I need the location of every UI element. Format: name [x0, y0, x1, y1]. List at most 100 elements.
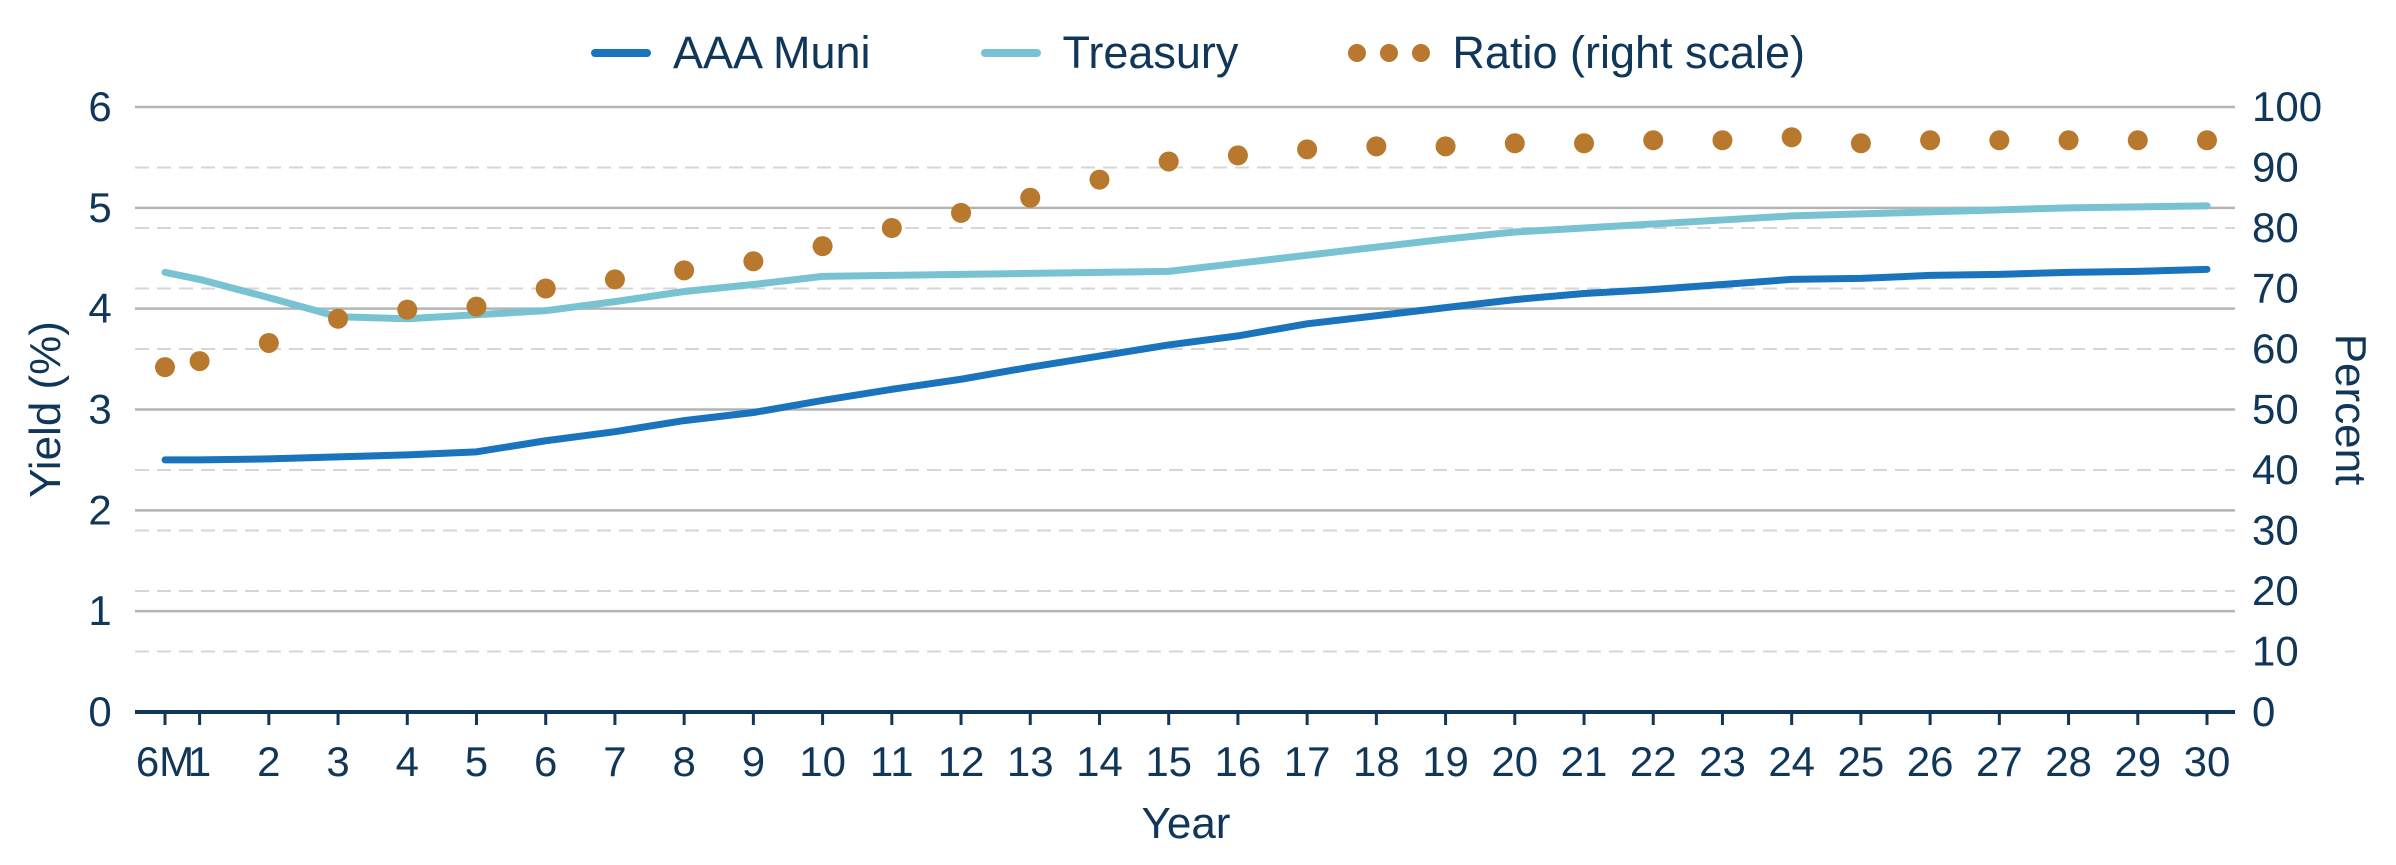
x-tick-label: 21	[1561, 738, 1608, 785]
y-left-tick-label: 1	[88, 587, 111, 634]
legend-swatch-aaa-muni	[590, 49, 651, 57]
x-tick-label: 6	[534, 738, 557, 785]
series-point-ratio-right-scale	[1435, 136, 1456, 157]
x-tick-label: 10	[799, 738, 846, 785]
series-point-ratio-right-scale	[951, 202, 972, 223]
x-tick-label: 15	[1145, 738, 1192, 785]
y-right-tick-label: 40	[2252, 446, 2299, 493]
series-point-ratio-right-scale	[1712, 130, 1733, 151]
x-tick-label: 9	[742, 738, 765, 785]
y-right-tick-label: 20	[2252, 567, 2299, 614]
series-point-ratio-right-scale	[812, 236, 833, 257]
series-point-ratio-right-scale	[604, 269, 625, 290]
series-point-ratio-right-scale	[881, 218, 902, 238]
gridlines	[135, 105, 2235, 653]
legend-item-ratio: Ratio (right scale)	[1348, 27, 1805, 79]
x-tick-label: 5	[465, 738, 488, 785]
series-point-ratio-right-scale	[466, 296, 487, 317]
series-line-aaa-muni	[161, 265, 2211, 464]
series-point-ratio-right-scale	[397, 299, 418, 320]
legend-item-treasury: Treasury	[980, 27, 1239, 79]
y-right-tick-label: 60	[2252, 325, 2299, 372]
series-point-ratio-right-scale	[2197, 130, 2217, 151]
x-tick-label: 2	[257, 738, 280, 785]
x-tick-label: 4	[396, 738, 419, 785]
legend-label-ratio: Ratio (right scale)	[1452, 27, 1806, 78]
series-point-ratio-right-scale	[535, 278, 556, 299]
x-tick-label: 17	[1284, 738, 1331, 785]
y-right-tick-label: 70	[2252, 265, 2299, 312]
series-point-ratio-right-scale	[1158, 151, 1179, 172]
y-right-tick-label: 10	[2252, 628, 2299, 675]
series-point-ratio-right-scale	[1366, 136, 1387, 157]
series-point-ratio-right-scale	[328, 308, 349, 329]
axis-labels: 6M1 2 3 4 5 6 7 8 9 10 11 12 13 14 15 16 17 18 19 20 21 22 23 2…	[21, 83, 2375, 848]
y-right-tick-label: 0	[2252, 688, 2275, 735]
series-point-ratio-right-scale	[2058, 130, 2079, 151]
series-point-ratio-right-scale	[1989, 130, 2010, 151]
series-point-ratio-right-scale	[1020, 187, 1041, 208]
x-tick-label: 11	[870, 738, 914, 785]
axes	[135, 710, 2235, 725]
x-tick-label: 16	[1215, 738, 1262, 785]
x-tick-label: 1	[188, 738, 211, 785]
series-point-ratio-right-scale	[1227, 145, 1248, 166]
x-tick-label: 6M	[136, 738, 194, 785]
series-dots	[155, 127, 2217, 378]
series-point-ratio-right-scale	[2127, 130, 2148, 151]
y-left-axis-title: Yield (%)	[21, 321, 70, 498]
x-tick-label: 14	[1076, 738, 1123, 785]
x-tick-label: 19	[1422, 738, 1469, 785]
y-left-tick-label: 5	[88, 184, 111, 231]
x-tick-label: 18	[1353, 738, 1400, 785]
x-tick-label: 28	[2045, 738, 2092, 785]
series-lines	[161, 202, 2211, 464]
legend-label-treasury: Treasury	[1062, 27, 1239, 78]
series-point-ratio-right-scale	[1920, 130, 1941, 151]
series-point-ratio-right-scale	[743, 251, 764, 272]
series-point-ratio-right-scale	[1643, 130, 1664, 151]
legend: AAA Muni Treasury Ratio (right scale)	[0, 18, 2396, 88]
x-tick-label: 22	[1630, 738, 1677, 785]
y-left-tick-label: 4	[88, 285, 111, 332]
x-tick-label: 29	[2114, 738, 2161, 785]
x-tick-label: 20	[1491, 738, 1538, 785]
x-tick-label: 12	[938, 738, 985, 785]
y-right-tick-label: 100	[2252, 83, 2322, 130]
series-point-ratio-right-scale	[1089, 169, 1110, 190]
y-left-tick-label: 2	[88, 486, 111, 533]
legend-label-aaa-muni: AAA Muni	[672, 27, 871, 78]
x-axis-title: Year	[1142, 799, 1231, 848]
y-right-axis-title: Percent	[2326, 334, 2375, 486]
x-tick-label: 3	[326, 738, 349, 785]
x-tick-label: 8	[672, 738, 695, 785]
series-point-ratio-right-scale	[1850, 133, 1871, 154]
x-tick-label: 7	[603, 738, 626, 785]
y-right-tick-label: 80	[2252, 204, 2299, 251]
y-right-tick-label: 50	[2252, 386, 2299, 433]
legend-swatch-ratio	[1348, 44, 1431, 62]
series-point-ratio-right-scale	[674, 260, 695, 281]
x-tick-label: 25	[1838, 738, 1885, 785]
y-right-tick-label: 90	[2252, 144, 2299, 191]
legend-swatch-treasury	[980, 49, 1041, 57]
x-tick-label: 27	[1976, 738, 2023, 785]
legend-item-aaa-muni: AAA Muni	[590, 27, 871, 79]
x-tick-label: 26	[1907, 738, 1954, 785]
y-left-tick-label: 3	[88, 386, 111, 433]
x-tick-label: 24	[1768, 738, 1815, 785]
x-tick-label: 23	[1699, 738, 1746, 785]
x-tick-label: 30	[2184, 738, 2231, 785]
series-point-ratio-right-scale	[1781, 127, 1802, 148]
y-right-tick-label: 30	[2252, 507, 2299, 554]
series-point-ratio-right-scale	[155, 357, 175, 378]
series-point-ratio-right-scale	[258, 332, 279, 353]
series-point-ratio-right-scale	[189, 351, 210, 372]
series-point-ratio-right-scale	[1297, 139, 1318, 160]
x-tick-label: 13	[1007, 738, 1054, 785]
y-left-tick-label: 0	[88, 688, 111, 735]
y-left-tick-label: 6	[88, 83, 111, 130]
series-point-ratio-right-scale	[1574, 133, 1595, 154]
series-point-ratio-right-scale	[1504, 133, 1525, 154]
